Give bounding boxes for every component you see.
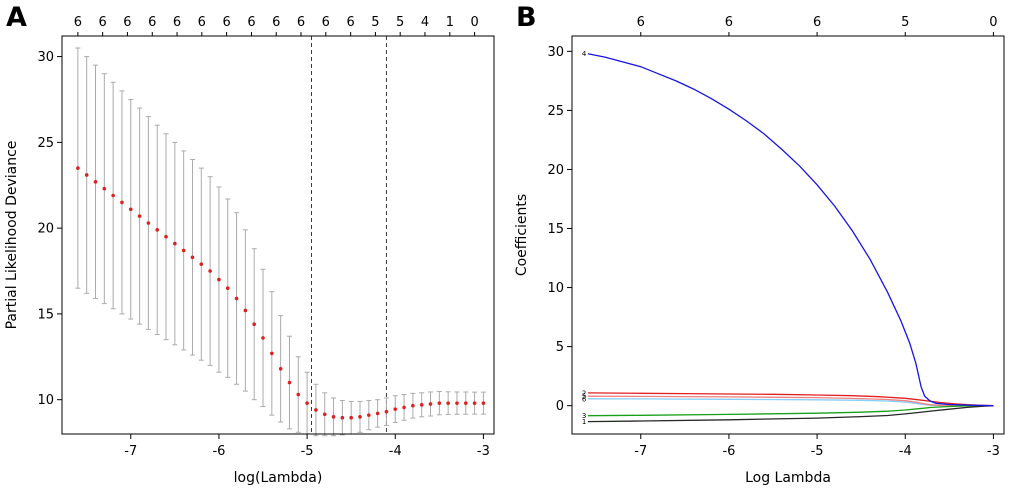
svg-text:5: 5 bbox=[582, 393, 586, 401]
svg-text:-3: -3 bbox=[477, 444, 490, 459]
svg-text:6: 6 bbox=[272, 15, 280, 30]
svg-text:6: 6 bbox=[347, 15, 355, 30]
svg-text:10: 10 bbox=[37, 393, 54, 408]
svg-text:0: 0 bbox=[989, 15, 997, 30]
svg-text:-4: -4 bbox=[389, 444, 402, 459]
svg-text:log(Lambda): log(Lambda) bbox=[234, 470, 323, 486]
svg-text:6: 6 bbox=[813, 15, 821, 30]
svg-text:6: 6 bbox=[297, 15, 305, 30]
svg-text:-7: -7 bbox=[634, 444, 647, 459]
svg-text:-7: -7 bbox=[124, 444, 137, 459]
svg-text:6: 6 bbox=[582, 395, 587, 403]
panel-a: A -7 -6 -5 -4 -3 10 15 20 25 30 6 6 6 6 6 6 6 6 6 6 6 6 5 5 4 1 0 l… bbox=[4, 2, 495, 486]
svg-text:6: 6 bbox=[222, 15, 230, 30]
svg-text:30: 30 bbox=[547, 45, 564, 60]
svg-text:2: 2 bbox=[582, 389, 586, 397]
svg-text:5: 5 bbox=[371, 15, 379, 30]
svg-text:-6: -6 bbox=[722, 444, 735, 459]
svg-text:20: 20 bbox=[547, 163, 564, 178]
svg-text:15: 15 bbox=[547, 222, 564, 237]
svg-text:-4: -4 bbox=[899, 444, 912, 459]
panel-b-label: B bbox=[516, 2, 537, 33]
svg-text:20: 20 bbox=[37, 222, 54, 237]
svg-text:25: 25 bbox=[547, 104, 564, 119]
svg-text:Log Lambda: Log Lambda bbox=[745, 470, 831, 486]
svg-text:6: 6 bbox=[247, 15, 255, 30]
svg-text:0: 0 bbox=[556, 399, 564, 414]
svg-text:25: 25 bbox=[37, 136, 54, 151]
panel-b: B 6 5 2 3 1 4 -7 -6 -5 -4 -3 0 5 10 15 20 25 30 6 6 6 5 0 Log L… bbox=[510, 0, 1020, 496]
svg-text:6: 6 bbox=[148, 15, 156, 30]
svg-text:6: 6 bbox=[123, 15, 131, 30]
svg-text:6: 6 bbox=[99, 15, 107, 30]
svg-text:4: 4 bbox=[582, 50, 587, 58]
svg-text:5: 5 bbox=[901, 15, 909, 30]
svg-text:5: 5 bbox=[556, 340, 564, 355]
svg-text:10: 10 bbox=[547, 281, 564, 296]
svg-text:-3: -3 bbox=[987, 444, 1000, 459]
svg-text:1: 1 bbox=[446, 15, 454, 30]
svg-text:3: 3 bbox=[582, 412, 586, 420]
svg-text:1: 1 bbox=[582, 418, 586, 426]
svg-text:6: 6 bbox=[637, 15, 645, 30]
svg-text:-5: -5 bbox=[811, 444, 824, 459]
svg-text:15: 15 bbox=[37, 307, 54, 322]
svg-text:6: 6 bbox=[198, 15, 206, 30]
svg-text:6: 6 bbox=[173, 15, 181, 30]
svg-text:6: 6 bbox=[322, 15, 330, 30]
svg-text:Coefficients: Coefficients bbox=[514, 194, 530, 276]
svg-text:Partial Likelihood Deviance: Partial Likelihood Deviance bbox=[4, 141, 20, 330]
svg-text:6: 6 bbox=[725, 15, 733, 30]
svg-text:30: 30 bbox=[37, 50, 54, 65]
svg-text:-5: -5 bbox=[301, 444, 314, 459]
svg-text:6: 6 bbox=[74, 15, 82, 30]
panel-a-label: A bbox=[6, 2, 27, 33]
svg-text:0: 0 bbox=[470, 15, 478, 30]
svg-text:-6: -6 bbox=[212, 444, 225, 459]
svg-text:5: 5 bbox=[396, 15, 404, 30]
svg-text:4: 4 bbox=[421, 15, 429, 30]
